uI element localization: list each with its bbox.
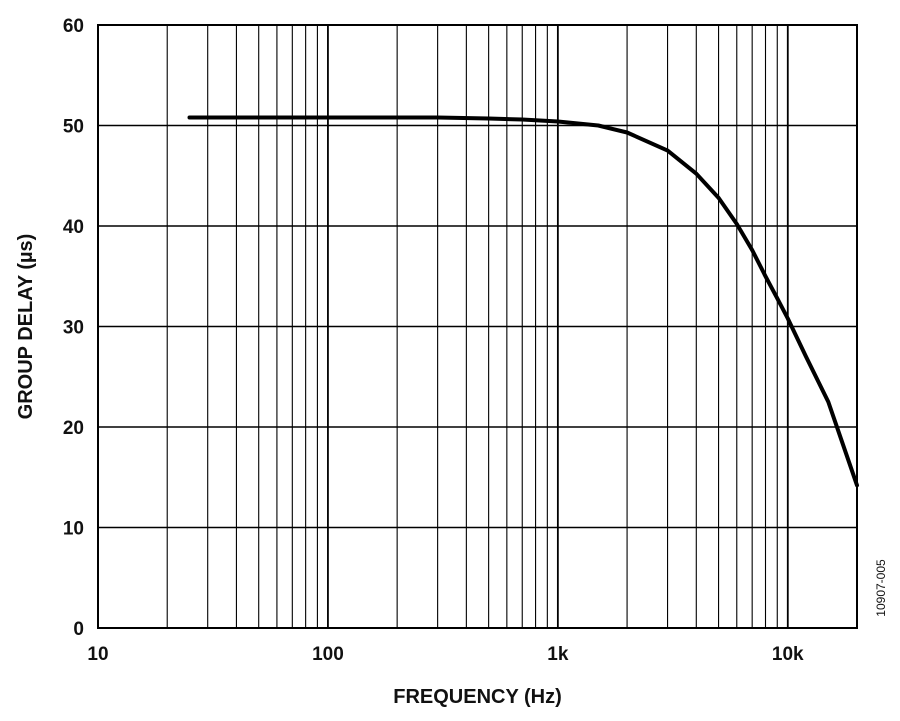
y-tick-label: 20 bbox=[63, 418, 84, 439]
y-axis-title: GROUP DELAY (µs) bbox=[15, 234, 37, 420]
y-tick-label: 40 bbox=[63, 217, 84, 238]
series-line-group-delay bbox=[187, 115, 859, 488]
x-tick-label: 10 bbox=[87, 644, 108, 665]
figure-id: 10907-005 bbox=[874, 559, 888, 617]
plot-border bbox=[97, 24, 858, 629]
x-axis-title: FREQUENCY (Hz) bbox=[393, 686, 562, 708]
y-tick-label: 30 bbox=[63, 318, 84, 339]
x-tick-label: 1k bbox=[547, 644, 569, 665]
x-tick-label: 100 bbox=[312, 644, 344, 665]
y-tick-label: 50 bbox=[63, 117, 84, 138]
grid bbox=[97, 24, 858, 629]
x-tick-label: 10k bbox=[772, 644, 804, 665]
y-tick-label: 0 bbox=[73, 619, 84, 640]
y-tick-labels: 0 10 20 30 40 50 60 bbox=[63, 16, 84, 640]
y-tick-label: 60 bbox=[63, 16, 84, 37]
x-tick-labels: 10 100 1k 10k bbox=[87, 644, 804, 665]
y-tick-label: 10 bbox=[63, 519, 84, 540]
